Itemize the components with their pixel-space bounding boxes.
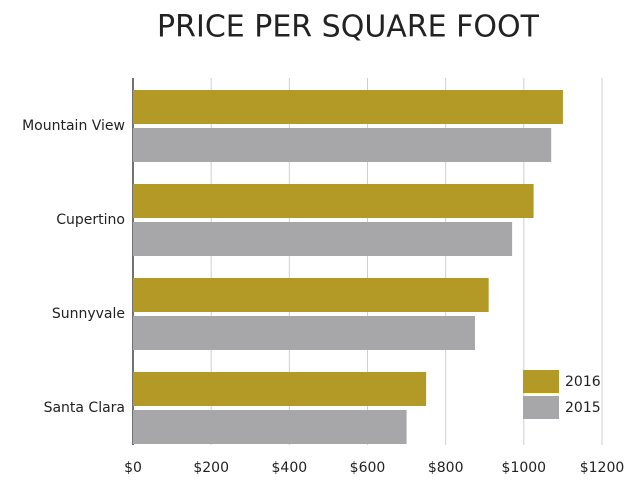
y-tick-label: Mountain View	[22, 118, 125, 134]
bar	[133, 222, 513, 256]
bar	[133, 128, 552, 162]
y-tick-label: Cupertino	[56, 212, 125, 228]
bar	[133, 278, 489, 312]
bar	[133, 410, 407, 444]
x-tick-label: $1000	[502, 460, 547, 476]
x-tick-label: $200	[193, 460, 229, 476]
x-tick-label: $600	[350, 460, 386, 476]
bar	[133, 184, 534, 218]
x-tick-label: $1200	[580, 460, 625, 476]
bar	[133, 90, 563, 124]
x-tick-label: $800	[428, 460, 464, 476]
bar	[133, 316, 475, 350]
legend-label: 2016	[565, 374, 601, 390]
chart-title: PRICE PER SQUARE FOOT	[157, 10, 540, 45]
legend-label: 2015	[565, 400, 601, 416]
x-tick-label: $400	[272, 460, 308, 476]
y-tick-label: Santa Clara	[44, 400, 125, 416]
legend-swatch	[523, 396, 559, 419]
legend-swatch	[523, 370, 559, 393]
y-tick-label: Sunnyvale	[52, 306, 125, 322]
bar	[133, 372, 427, 406]
x-tick-label: $0	[124, 460, 142, 476]
